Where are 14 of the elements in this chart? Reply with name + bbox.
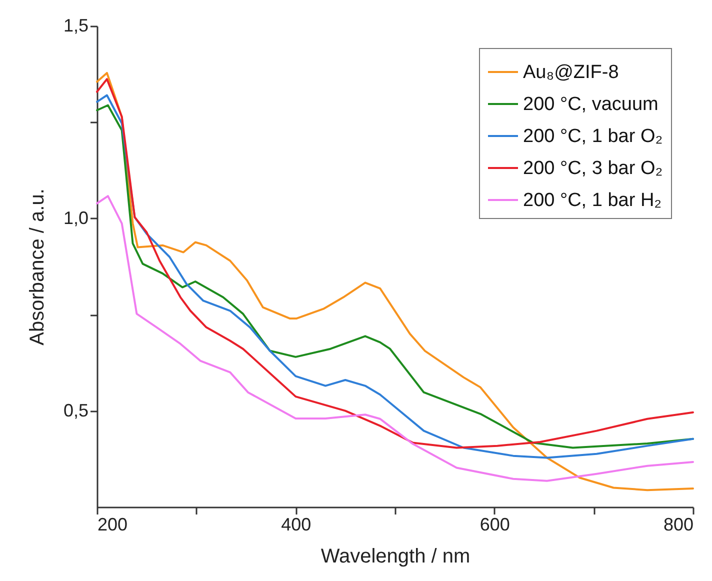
legend-label: Au₈@ZIF-8: [523, 62, 619, 83]
y-tick-label: 1,5: [63, 16, 88, 36]
x-tick-label: 800: [663, 514, 694, 534]
y-axis-title: Absorbance / a.u.: [26, 188, 48, 346]
legend-label: 200 °C, 1 bar O₂: [523, 126, 663, 147]
x-tick-label: 400: [281, 514, 312, 534]
legend-label: 200 °C, vacuum: [523, 94, 658, 115]
legend-label: 200 °C, 3 bar O₂: [523, 158, 663, 179]
x-tick-label: 200: [98, 514, 128, 534]
y-tick-label: 1,0: [63, 208, 88, 228]
legend-label: 200 °C, 1 bar H₂: [523, 190, 662, 211]
y-tick-label: 0,5: [63, 400, 88, 420]
x-tick-label: 600: [480, 514, 510, 534]
x-axis-title: Wavelength / nm: [320, 546, 470, 568]
